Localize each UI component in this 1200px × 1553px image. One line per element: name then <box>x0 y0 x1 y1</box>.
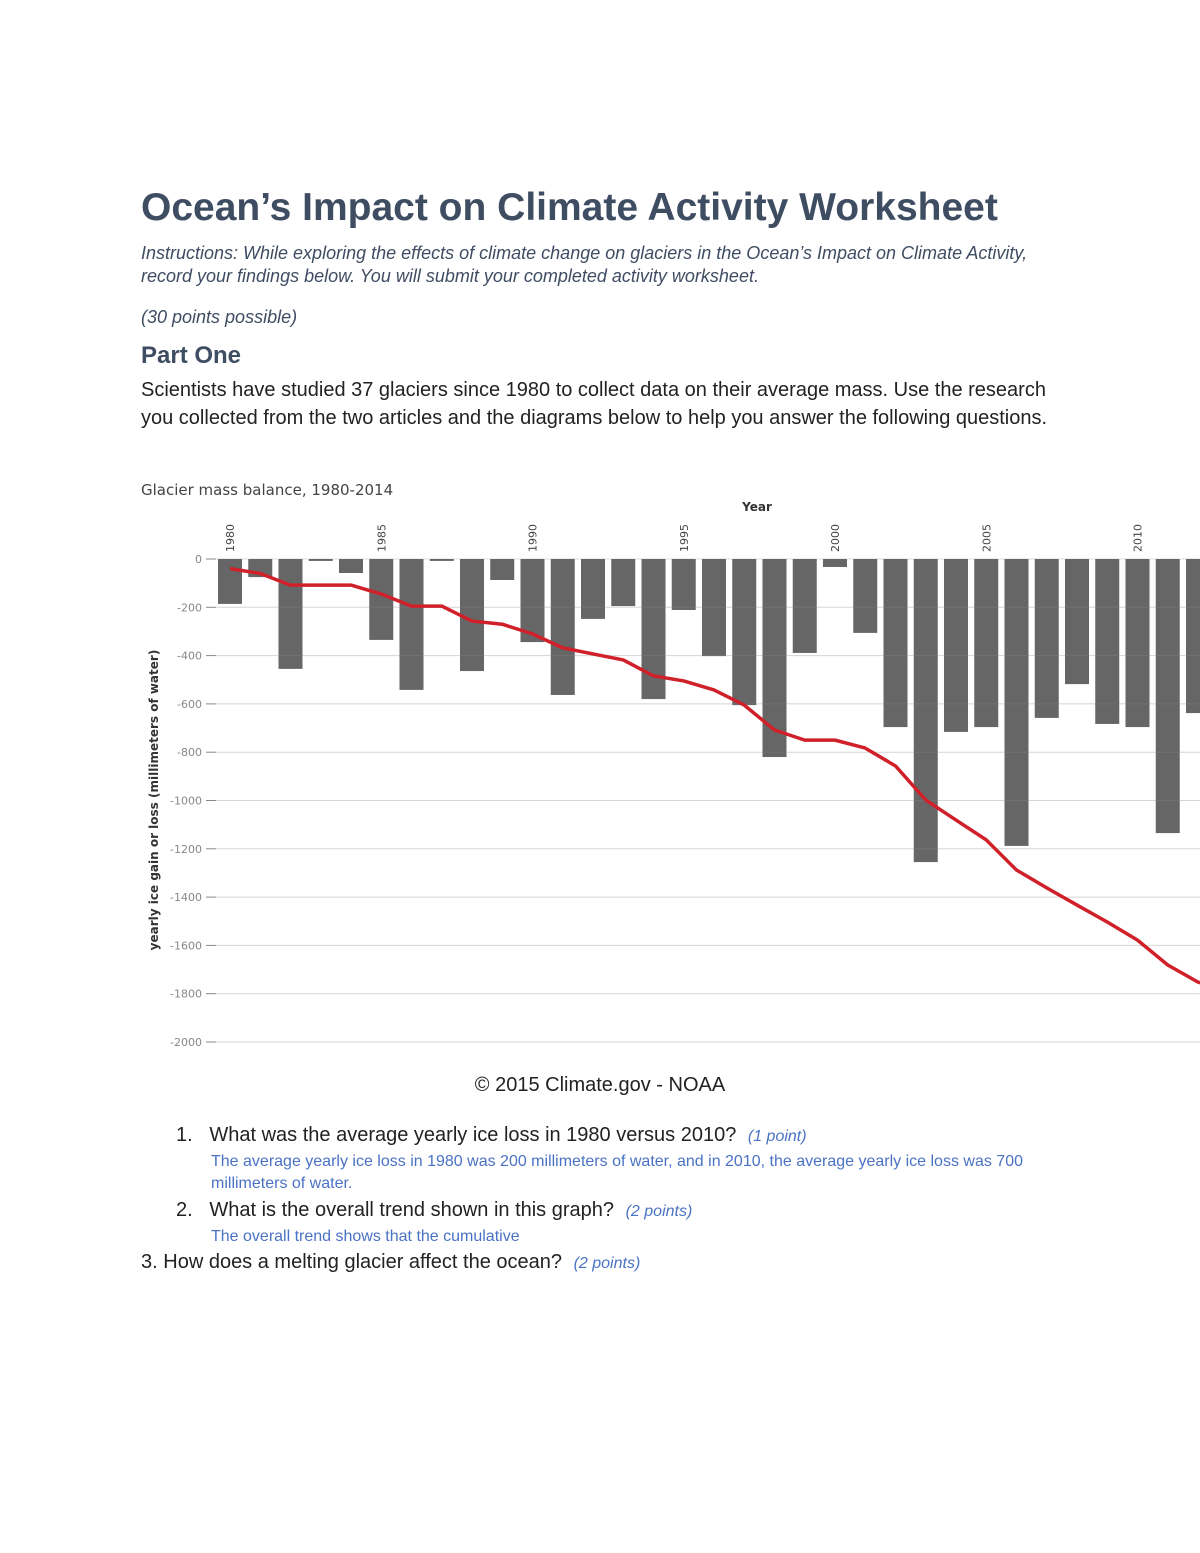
bar <box>460 559 484 672</box>
question-points: (2 points) <box>625 1203 693 1220</box>
image-credit: © 2015 Climate.gov - NOAA <box>474 1074 726 1096</box>
y-tick-label: -600 <box>177 698 202 711</box>
question-text: What was the average yearly ice loss in … <box>209 1124 737 1146</box>
question-text: What is the overall trend shown in this … <box>209 1199 615 1221</box>
part-heading: Part One <box>141 342 242 369</box>
bar <box>1125 559 1150 728</box>
y-tick-label: -1200 <box>170 843 202 856</box>
bar <box>702 559 726 657</box>
bar <box>611 559 636 607</box>
y-tick-label: -400 <box>177 650 202 663</box>
chart-title: Glacier mass balance, 1980-2014 <box>141 481 393 499</box>
bar <box>1065 559 1089 685</box>
bar <box>853 559 878 633</box>
bar <box>490 559 515 581</box>
points-possible: (30 points possible) <box>141 307 298 327</box>
bar <box>762 559 787 758</box>
y-tick-label: -1600 <box>170 939 202 952</box>
question-number: 2. <box>176 1199 193 1221</box>
bar <box>913 559 938 863</box>
bar <box>1095 559 1120 724</box>
bar <box>823 559 847 567</box>
y-axis-label: yearly ice gain or loss (millimeters of … <box>147 650 161 951</box>
bar <box>278 559 303 669</box>
bar <box>1155 559 1180 834</box>
bar <box>671 559 696 610</box>
bar <box>1186 559 1200 714</box>
bar <box>550 559 575 695</box>
x-tick-label: 2000 <box>829 524 842 552</box>
question-number: 1. <box>176 1124 193 1146</box>
bar <box>1004 559 1029 846</box>
question-number: 3. <box>141 1251 158 1273</box>
x-tick-label: 1990 <box>527 524 540 552</box>
question-3: 3. How does a melting glacier affect the… <box>141 1251 640 1274</box>
y-tick-label: -1800 <box>170 988 202 1001</box>
y-tick-label: 0 <box>195 553 202 566</box>
question-points: (1 point) <box>747 1128 807 1145</box>
bar <box>792 559 817 653</box>
x-tick-label: 1995 <box>678 524 691 552</box>
bar <box>520 559 545 643</box>
x-tick-label: 1980 <box>224 524 237 552</box>
bar <box>883 559 908 728</box>
y-tick-label: -2000 <box>170 1036 202 1049</box>
y-tick-label: -800 <box>177 746 202 759</box>
page-title: Ocean’s Impact on Climate Activity Works… <box>141 186 998 229</box>
glacier-chart: Glacier mass balance, 1980-2014 Year yea… <box>141 481 1200 1049</box>
bar <box>339 559 363 574</box>
x-tick-label: 1985 <box>375 524 388 552</box>
question-1: 1. What was the average yearly ice loss … <box>176 1124 807 1147</box>
answer-1[interactable]: The average yearly ice loss in 1980 was … <box>211 1153 1023 1192</box>
bar <box>732 559 757 706</box>
bar <box>1034 559 1059 718</box>
y-tick-label: -1000 <box>170 795 202 808</box>
bar <box>944 559 968 732</box>
x-tick-label: 2010 <box>1132 524 1145 552</box>
cumulative-line <box>229 566 1200 985</box>
bar <box>974 559 999 728</box>
bar <box>369 559 394 640</box>
intro-paragraph: Scientists have studied 37 glaciers sinc… <box>141 379 1048 429</box>
y-tick-label: -200 <box>177 601 202 614</box>
bar <box>429 559 454 561</box>
y-tick-label: -1400 <box>170 891 202 904</box>
bar <box>399 559 424 690</box>
instructions: Instructions: While exploring the effect… <box>141 243 1028 286</box>
question-points: (2 points) <box>573 1255 641 1272</box>
question-text: How does a melting glacier affect the oc… <box>163 1251 563 1273</box>
x-tick-label: 2005 <box>980 524 993 552</box>
answer-2[interactable]: The overall trend shows that the cumulat… <box>211 1228 520 1245</box>
bar <box>218 559 242 604</box>
x-axis-label: Year <box>741 500 772 514</box>
bar <box>581 559 605 619</box>
bar <box>308 559 333 561</box>
question-2: 2. What is the overall trend shown in th… <box>176 1199 692 1222</box>
